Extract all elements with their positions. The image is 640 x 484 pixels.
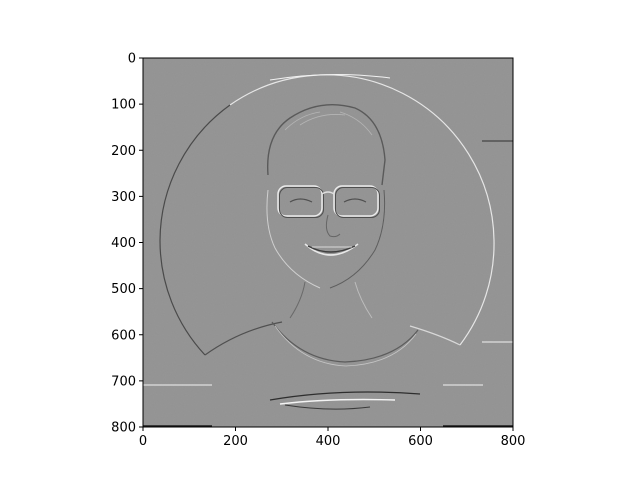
x-tick-label: 200 xyxy=(223,434,248,449)
y-tick-label: 100 xyxy=(111,98,136,113)
y-tick-label: 300 xyxy=(111,190,136,205)
y-tick-label: 200 xyxy=(111,144,136,159)
x-tick-label: 0 xyxy=(139,434,147,449)
heatmap-image xyxy=(143,58,513,427)
y-tick-label: 800 xyxy=(111,421,136,436)
y-tick-label: 500 xyxy=(111,282,136,297)
y-tick-label: 700 xyxy=(111,374,136,389)
y-tick-label: 600 xyxy=(111,328,136,343)
x-axis: 0 200 400 600 800 xyxy=(139,427,526,449)
y-tick-label: 400 xyxy=(111,236,136,251)
y-axis: 0 100 200 300 400 500 600 700 800 xyxy=(111,52,143,436)
image-noise xyxy=(143,58,513,427)
y-tick-label: 0 xyxy=(128,52,136,67)
x-tick-label: 600 xyxy=(408,434,433,449)
x-tick-label: 400 xyxy=(316,434,341,449)
x-tick-label: 800 xyxy=(501,434,526,449)
